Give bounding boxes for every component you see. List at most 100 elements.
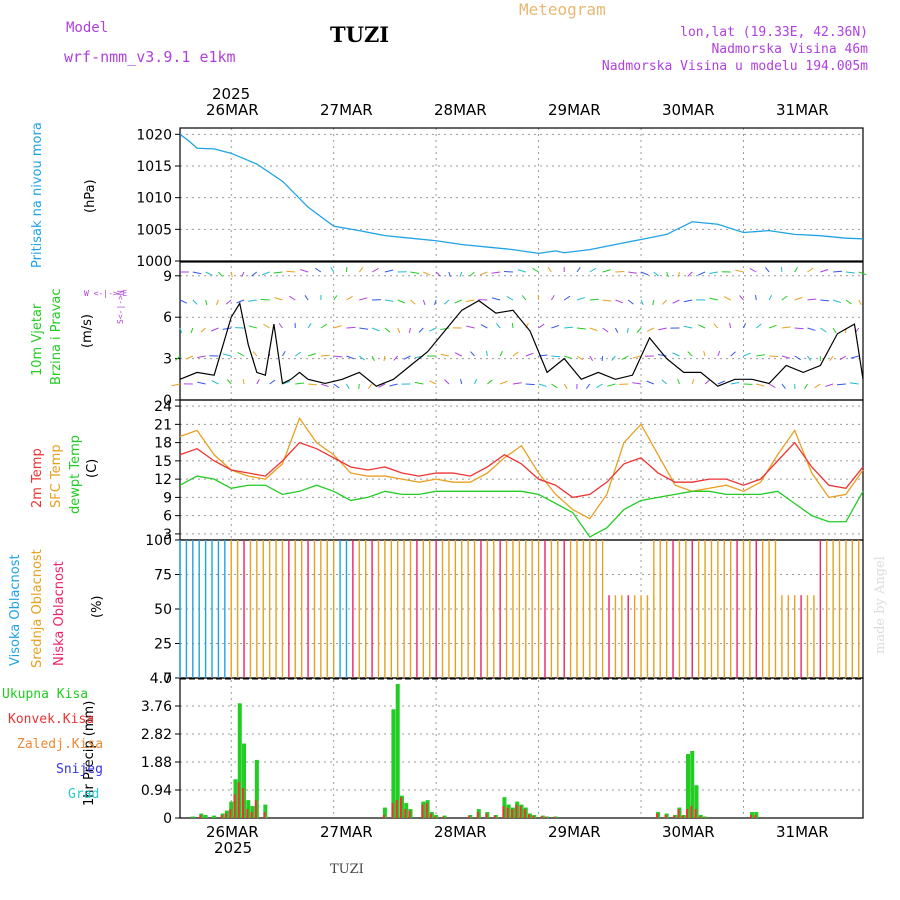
pres-ytick-label: 1020 <box>136 127 172 143</box>
wind-arrow <box>192 271 202 275</box>
cloud-ytick-label: 50 <box>154 602 172 618</box>
wind-arrow <box>474 378 478 385</box>
wind-arrow <box>525 352 534 357</box>
wind-arrow <box>647 327 655 332</box>
wind-arrow <box>314 267 322 273</box>
temp-title-3: dewpt Temp <box>68 434 83 514</box>
wind-arrow <box>576 327 586 330</box>
wind-arrow <box>346 326 356 329</box>
wind-arrow <box>586 383 591 389</box>
wind-arrow <box>794 266 798 273</box>
precip-convective-bar <box>250 812 253 818</box>
precip-convective-bar <box>677 809 680 818</box>
temp-title-2: SFC Temp <box>49 444 64 508</box>
wind-arrow <box>698 324 706 329</box>
wind-arrow <box>768 294 773 301</box>
wind-arrow <box>300 269 309 273</box>
temp-ytick-label: 12 <box>154 472 172 488</box>
wind-arrow <box>723 296 731 301</box>
precip-ytick-label: 3.76 <box>141 699 172 715</box>
wind-arrow <box>807 327 816 331</box>
wind-arrow <box>171 383 181 387</box>
wind-arrow <box>485 350 488 357</box>
wind-arrow <box>389 383 398 387</box>
wind-arrow <box>479 271 488 276</box>
date-top-2: 28MAR <box>434 101 487 119</box>
wind-arrow <box>308 383 317 386</box>
wind-arrow <box>646 380 655 385</box>
wind-arrow <box>621 355 629 360</box>
wind-arrow <box>730 382 740 385</box>
watermark: made by Angel <box>873 556 888 654</box>
wind-arrow <box>672 299 680 304</box>
cloud-title-1: Visoka Oblacnost <box>8 554 23 666</box>
wind-arrow <box>499 350 503 357</box>
wind-arrow <box>429 380 437 385</box>
precip-total-bar <box>254 759 259 818</box>
precip-ytick-label: 0.94 <box>141 783 172 799</box>
wind-arrow <box>627 299 634 305</box>
wind-arrow <box>358 383 360 390</box>
wind-arrow <box>218 271 223 277</box>
wind-arrow <box>850 355 859 359</box>
wind-arrow <box>215 299 219 306</box>
precip-ytick-label: 2.82 <box>141 727 172 743</box>
wind-arrow <box>397 327 401 334</box>
2m-temp-line <box>179 441 864 499</box>
elevation-label: Nadmorska Visina 46m <box>711 42 868 57</box>
wind-arrow <box>807 355 812 361</box>
date-bottom-5: 31MAR <box>776 823 829 841</box>
wind-arrow <box>333 295 338 301</box>
wind-arrow <box>414 381 424 385</box>
wind-arrow <box>469 271 475 277</box>
wind-arrow <box>434 299 437 306</box>
station-title: TUZI <box>330 22 390 47</box>
wind-arrow <box>304 295 309 301</box>
pres-ytick-label: 1000 <box>136 254 172 270</box>
wind-arrow <box>205 299 208 306</box>
wind-arrow <box>653 271 660 277</box>
wind-arrow <box>440 353 450 357</box>
wind-arrow <box>636 327 642 333</box>
wind-arrow <box>576 355 583 361</box>
wind-arrow <box>683 325 693 329</box>
wind-arrow <box>320 323 328 329</box>
wind-arrow <box>589 267 597 273</box>
pres-ytick-label: 1010 <box>136 191 172 207</box>
precip-convective-bar <box>263 812 266 818</box>
wind-arrow <box>615 270 625 273</box>
precip-convective-bar <box>237 782 240 818</box>
wind-arrow <box>192 299 198 305</box>
wind-arrow <box>418 327 424 333</box>
wind-arrow <box>576 297 586 301</box>
wind-arrow <box>422 299 426 306</box>
precip-convective-bar <box>442 816 445 818</box>
precip-convective-bar <box>698 816 701 818</box>
precip-total-bar <box>694 785 699 818</box>
precip-convective-bar <box>532 815 535 818</box>
precip-convective-bar <box>425 803 428 818</box>
coords-label: lon,lat (19.33E, 42.36N) <box>680 25 868 40</box>
wind-arrow <box>237 352 245 357</box>
wind-arrow <box>378 383 386 388</box>
wind-arrow <box>444 379 450 385</box>
wind-arrow <box>371 327 380 332</box>
precip-convective-bar <box>382 815 385 818</box>
wind-arrow <box>769 355 779 358</box>
wind-arrow <box>359 297 368 301</box>
wind-arrow <box>703 350 706 357</box>
wind-arrow <box>289 295 296 301</box>
wind-arrow <box>589 327 598 332</box>
wind-dir-legend-2: S<-|->N <box>116 290 125 324</box>
wind-arrow <box>346 355 355 360</box>
wind-arrow <box>596 383 603 389</box>
cloud-ytick-label: 25 <box>154 637 172 653</box>
wind-arrow <box>491 297 501 301</box>
wind-arrow <box>454 299 462 304</box>
model-name: wrf-nmm_v3.9.1 e1km <box>64 48 236 66</box>
wind-arrow <box>532 267 539 273</box>
wind-arrow <box>709 297 718 301</box>
precip-convective-bar <box>199 815 202 818</box>
wind-arrow <box>717 350 721 357</box>
